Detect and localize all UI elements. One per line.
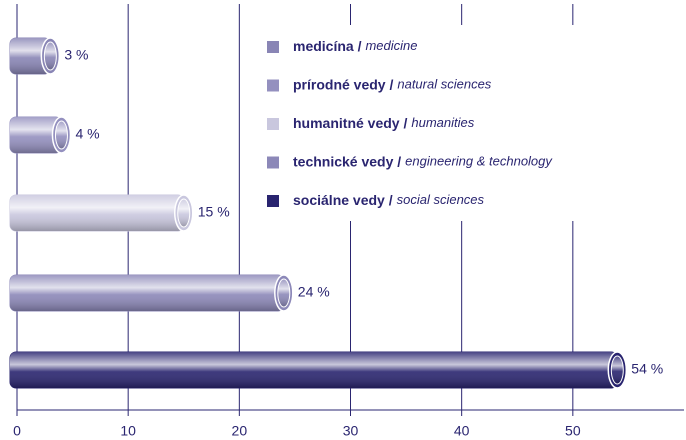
bar-shine [10,38,51,74]
bar-cap-shine [610,355,624,385]
bar-cap-shine [177,198,191,228]
x-tick-label: 40 [454,423,470,439]
legend-translation: natural sciences [397,77,491,92]
bar-shine [10,195,184,231]
bar-shine [10,117,62,153]
value-label: 15 % [198,204,230,220]
bar-cap-shine [54,120,68,150]
bar-shine [10,352,618,388]
legend-swatch [267,41,279,53]
bar-group [9,351,628,389]
x-tick-label: 20 [232,423,248,439]
x-tick-label: 50 [565,423,581,439]
bar-group [9,37,61,75]
legend-name: medicína / [293,38,362,54]
x-tick-label: 0 [13,423,21,439]
bar-cap-shine [277,278,291,308]
x-tick-label: 30 [343,423,359,439]
legend-swatch [267,156,279,169]
legend-label: prírodné vedy / natural sciences [293,76,492,92]
bar-group [9,116,72,154]
value-label: 54 % [631,361,663,377]
x-tick-label: 10 [120,423,136,439]
legend-background [258,25,594,221]
value-label: 24 % [298,284,330,300]
legend-label: sociálne vedy / social sciences [293,192,485,208]
legend-translation: humanities [411,115,474,130]
value-label: 4 % [75,126,99,142]
bar-group [9,274,294,312]
bar-group [9,194,194,232]
marks [9,37,628,389]
legend-name: humanitné vedy / [293,115,407,131]
legend-translation: engineering & technology [405,154,553,169]
legend-swatch [267,79,279,92]
legend-translation: social sciences [397,192,485,207]
legend-name: technické vedy / [293,153,401,169]
legend-label: humanitné vedy / humanities [293,115,475,131]
legend-name: sociálne vedy / [293,192,393,208]
legend-name: prírodné vedy / [293,76,393,92]
legend-label: medicína / medicine [293,38,418,54]
legend-swatch [267,118,279,130]
value-label: 3 % [64,47,88,63]
bar-shine [10,275,284,311]
bar-cap-shine [43,41,57,71]
legend-swatch [267,195,279,207]
legend-translation: medicine [365,38,417,53]
legend-label: technické vedy / engineering & technology [293,153,553,169]
